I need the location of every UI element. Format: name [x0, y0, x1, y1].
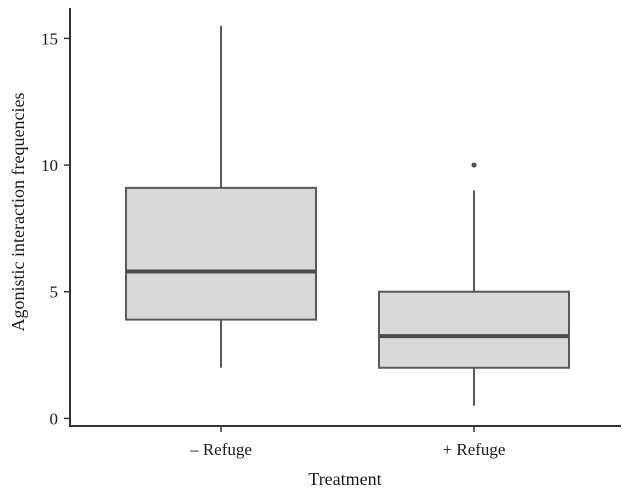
y-axis-title: Agonistic interaction frequencies	[8, 93, 28, 332]
x-tick-label: – Refuge	[189, 440, 252, 459]
x-axis-title: Treatment	[308, 469, 381, 489]
y-tick-label: 5	[50, 283, 59, 302]
box-group	[378, 162, 570, 406]
box-group	[125, 25, 317, 368]
y-tick-label: 15	[41, 29, 58, 48]
x-ticks-layer: – Refuge + Refuge	[189, 426, 505, 459]
y-tick-label: 0	[50, 409, 59, 428]
iqr-box	[378, 290, 570, 369]
iqr-box	[125, 186, 317, 321]
x-tick-label: + Refuge	[443, 440, 506, 459]
y-tick-label: 10	[41, 156, 58, 175]
boxes-layer	[125, 25, 570, 406]
y-ticks-layer: 0 5 10 15	[41, 29, 70, 428]
outlier-point	[471, 162, 477, 168]
